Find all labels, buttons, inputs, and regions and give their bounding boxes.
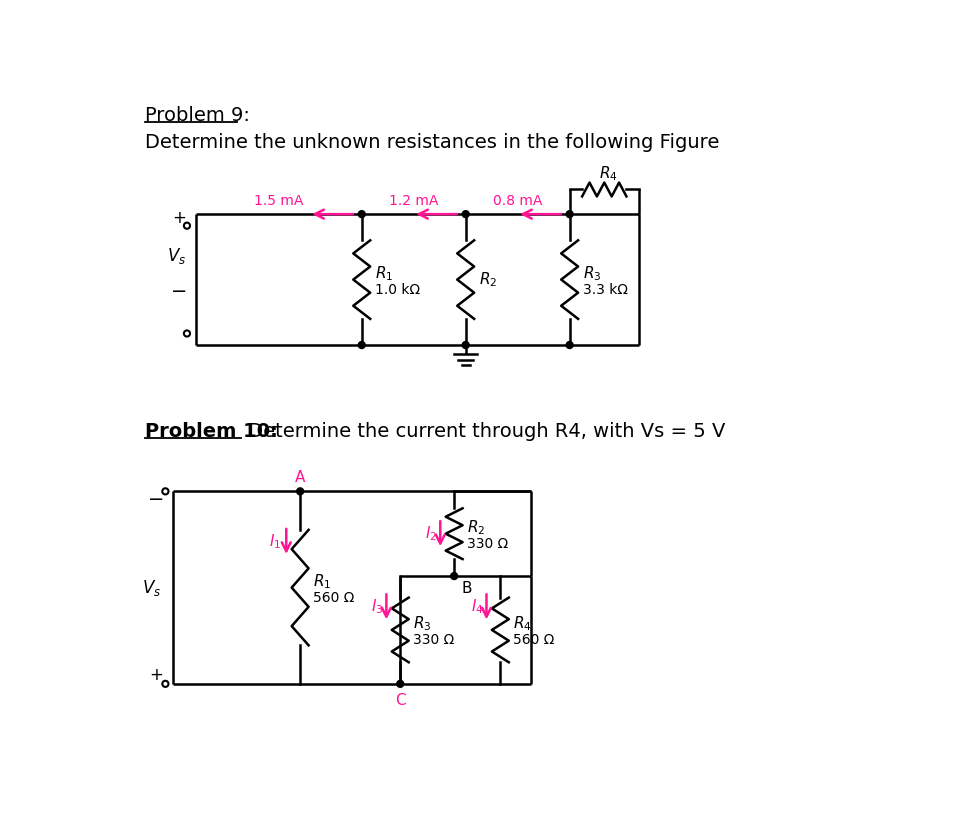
- Circle shape: [162, 488, 169, 494]
- Circle shape: [358, 342, 365, 349]
- Text: C: C: [395, 693, 405, 709]
- Text: $V_s$: $V_s$: [142, 578, 161, 598]
- Text: +: +: [150, 666, 163, 684]
- Circle shape: [462, 342, 469, 349]
- Circle shape: [566, 342, 573, 349]
- Text: +: +: [173, 209, 186, 227]
- Text: $R_4$: $R_4$: [599, 164, 618, 183]
- Text: $R_2$: $R_2$: [479, 270, 497, 289]
- Text: 3.3 kΩ: 3.3 kΩ: [583, 283, 627, 297]
- Text: $I_3$: $I_3$: [371, 598, 383, 616]
- Text: B: B: [462, 581, 472, 596]
- Text: $I_2$: $I_2$: [425, 524, 437, 543]
- Circle shape: [358, 210, 365, 218]
- Text: 1.2 mA: 1.2 mA: [389, 194, 438, 208]
- Text: −: −: [171, 282, 187, 301]
- Circle shape: [397, 681, 403, 687]
- Text: $R_3$: $R_3$: [413, 614, 431, 633]
- Text: $R_2$: $R_2$: [467, 518, 485, 537]
- Text: 330 Ω: 330 Ω: [467, 537, 509, 551]
- Text: A: A: [295, 470, 305, 485]
- Text: 560 Ω: 560 Ω: [513, 633, 555, 647]
- Text: Determine the unknown resistances in the following Figure: Determine the unknown resistances in the…: [145, 133, 719, 152]
- Circle shape: [184, 223, 190, 229]
- Text: $I_4$: $I_4$: [471, 598, 483, 616]
- Text: $R_3$: $R_3$: [583, 264, 601, 283]
- Circle shape: [184, 330, 190, 336]
- Text: 1.0 kΩ: 1.0 kΩ: [374, 283, 420, 297]
- Text: 560 Ω: 560 Ω: [314, 590, 354, 605]
- Circle shape: [566, 210, 573, 218]
- Text: Problem 9:: Problem 9:: [145, 106, 250, 125]
- Text: 330 Ω: 330 Ω: [413, 633, 455, 647]
- Circle shape: [462, 210, 469, 218]
- Circle shape: [451, 573, 457, 580]
- Circle shape: [296, 488, 304, 495]
- Text: Problem 10:: Problem 10:: [145, 422, 278, 441]
- Text: $R_1$: $R_1$: [374, 264, 393, 283]
- Text: $V_s$: $V_s$: [167, 247, 185, 266]
- Text: −: −: [148, 490, 164, 509]
- Text: $R_4$: $R_4$: [513, 614, 532, 633]
- Text: 1.5 mA: 1.5 mA: [254, 194, 304, 208]
- Text: $R_1$: $R_1$: [314, 572, 332, 591]
- Text: Determine the current through R4, with Vs = 5 V: Determine the current through R4, with V…: [242, 422, 726, 441]
- Circle shape: [162, 681, 169, 687]
- Text: $I_1$: $I_1$: [269, 532, 282, 551]
- Text: 0.8 mA: 0.8 mA: [493, 194, 542, 208]
